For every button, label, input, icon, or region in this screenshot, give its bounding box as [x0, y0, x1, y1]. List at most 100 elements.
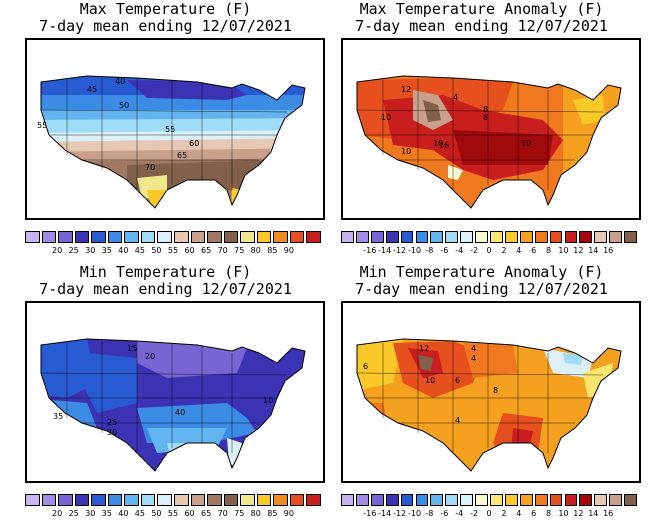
colorbar-swatch	[273, 494, 288, 506]
panel-title: Max Temperature Anomaly (F)	[359, 0, 604, 18]
contour-label: 10	[401, 147, 411, 156]
colorbar-label: 90	[283, 509, 294, 518]
colorbar-label: 75	[234, 509, 245, 518]
colorbar-swatch	[594, 231, 608, 243]
colorbar-swatch	[41, 231, 57, 243]
colorbar-swatch	[223, 231, 239, 243]
contour-label: 40	[175, 408, 185, 417]
min-temperature-map: 15 20 35 40 25 30 10	[25, 301, 325, 483]
panel-title: Min Temperature (F)	[79, 263, 252, 281]
colorbar-label: 45	[134, 509, 145, 518]
colorbar-label: -8	[425, 509, 434, 518]
colorbar-swatch	[74, 231, 90, 243]
contour-label: 70	[145, 163, 155, 172]
colorbar-swatch	[25, 494, 40, 506]
colorbar-label: 30	[85, 246, 96, 255]
colorbar-label: 40	[118, 246, 129, 255]
colorbar-swatch	[594, 494, 608, 506]
colorbar-swatch	[124, 231, 139, 243]
colorbar-swatch	[140, 494, 156, 506]
min-temperature-anomaly-map: 4 12 10 6 4 6 8 4	[341, 301, 641, 483]
panel-max-temperature-anomaly: Max Temperature Anomaly (F) 7-day mean e…	[316, 0, 647, 263]
colorbar-label: 85	[267, 509, 278, 518]
min-temperature-colorbar: 20 25 30 35 40 45 50 55 60 65 70 75 80 85 90	[25, 494, 323, 518]
contour-label: 6	[363, 362, 368, 371]
contour-label: 35	[53, 412, 63, 421]
colorbar-swatch	[460, 494, 474, 506]
colorbar-swatch	[355, 494, 369, 506]
colorbar-swatch	[74, 494, 90, 506]
max-temperature-anomaly-map: 12 4 8 8 10 10 10 16 10	[341, 38, 641, 220]
colorbar-swatch	[41, 494, 57, 506]
contour-label: 12	[419, 344, 429, 353]
colorbar-swatch	[91, 494, 106, 506]
colorbar-swatch	[579, 231, 593, 243]
colorbar-swatch	[445, 231, 459, 243]
colorbar-label: -2	[470, 246, 479, 255]
colorbar-label: 70	[217, 509, 228, 518]
colorbar-label: 14	[588, 509, 599, 518]
colorbar-label: -4	[455, 246, 464, 255]
colorbar-swatch	[140, 231, 156, 243]
colorbar-swatch	[385, 231, 399, 243]
colorbar-swatch	[624, 231, 637, 243]
colorbar-swatch	[355, 231, 369, 243]
colorbar-swatch	[519, 494, 533, 506]
colorbar-swatch	[609, 231, 623, 243]
colorbar-label: 50	[151, 509, 162, 518]
colorbar-swatch	[624, 494, 637, 506]
colorbar-label: 85	[267, 246, 278, 255]
colorbar-label: -14	[378, 246, 392, 255]
colorbar-label: 8	[546, 509, 552, 518]
colorbar-swatch	[504, 231, 518, 243]
colorbar-label: 60	[184, 509, 195, 518]
colorbar-swatch	[256, 494, 272, 506]
colorbar-label: 16	[603, 246, 614, 255]
colorbar-swatch	[25, 231, 40, 243]
contour-label: 15	[127, 344, 137, 353]
contour-label: 40	[115, 77, 125, 86]
colorbar-swatch	[58, 494, 73, 506]
colorbar-swatch	[475, 231, 488, 243]
panel-min-temperature: Min Temperature (F) 7-day mean ending 12…	[0, 263, 331, 526]
colorbar-label: 0	[486, 246, 492, 255]
colorbar-swatch	[475, 494, 488, 506]
colorbar-swatch	[289, 494, 305, 506]
colorbar-label: 45	[134, 246, 145, 255]
colorbar-label: 4	[516, 509, 522, 518]
panel-max-temperature: Max Temperature (F) 7-day mean ending 12…	[0, 0, 331, 263]
colorbar-label: 14	[588, 246, 599, 255]
colorbar-label: 80	[250, 509, 261, 518]
colorbar-label: -6	[440, 509, 449, 518]
colorbar-swatch	[519, 231, 533, 243]
colorbar-swatch	[534, 231, 548, 243]
colorbar-label: -12	[393, 246, 407, 255]
contour-label: 10	[263, 396, 273, 405]
contour-label: 45	[87, 85, 97, 94]
colorbar-label: 2	[501, 246, 507, 255]
colorbar-label: 20	[52, 246, 63, 255]
contour-label: 4	[471, 344, 476, 353]
colorbar-swatch	[107, 494, 123, 506]
colorbar-label: 70	[217, 246, 228, 255]
contour-label: 8	[483, 105, 488, 114]
colorbar-swatch	[370, 231, 384, 243]
colorbar-label: 25	[68, 246, 79, 255]
colorbar-label: -14	[378, 509, 392, 518]
colorbar-swatch	[207, 231, 222, 243]
colorbar-swatch	[400, 231, 414, 243]
colorbar-swatch	[91, 231, 106, 243]
colorbar-label: 12	[573, 246, 584, 255]
colorbar-label: 35	[101, 509, 112, 518]
panel-subtitle: 7-day mean ending 12/07/2021	[355, 17, 608, 35]
colorbar-swatch	[385, 494, 399, 506]
colorbar-swatch	[579, 494, 593, 506]
colorbar-label: 20	[52, 509, 63, 518]
contour-label: 6	[455, 376, 460, 385]
colorbar-label: 0	[486, 509, 492, 518]
colorbar-swatch	[223, 494, 239, 506]
colorbar-label: 60	[184, 246, 195, 255]
contour-label: 10	[425, 376, 435, 385]
contour-label: 55	[37, 121, 47, 130]
contour-label: 65	[177, 151, 187, 160]
